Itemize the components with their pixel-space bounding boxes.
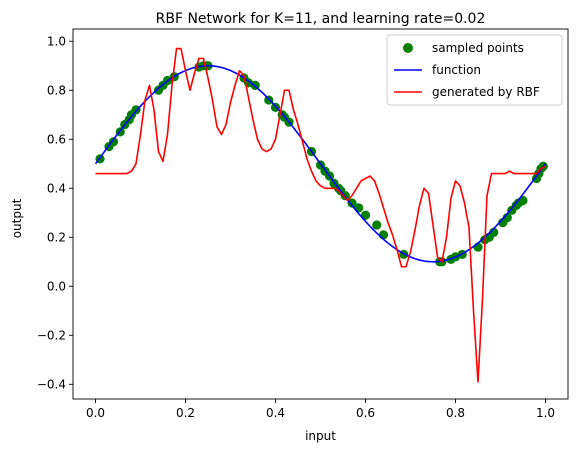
legend-label-sampled-points: sampled points xyxy=(432,41,524,55)
legend-label-generated-by-rbf: generated by RBF xyxy=(432,85,540,99)
rbf-line xyxy=(95,47,546,383)
y-axis-label: output xyxy=(10,198,24,238)
sampled-point xyxy=(360,210,371,220)
y-tick-label: 1.0 xyxy=(47,34,66,48)
y-tick-label: 0.6 xyxy=(47,132,66,146)
x-axis-label: input xyxy=(305,429,336,443)
plot-area xyxy=(94,47,548,383)
legend-label-function: function xyxy=(432,63,481,77)
x-tick-label: 0.6 xyxy=(356,406,375,420)
legend-frame xyxy=(386,34,563,106)
chart-title: RBF Network for K=11, and learning rate=… xyxy=(156,11,486,27)
y-tick-label: 0.4 xyxy=(47,181,66,195)
sampled-point xyxy=(372,220,382,230)
sampled-point xyxy=(378,230,389,240)
sampled-point xyxy=(108,137,119,147)
sampled-point xyxy=(347,198,357,208)
y-tick-label: 0.8 xyxy=(47,83,66,97)
y-tick-label: −0.2 xyxy=(37,328,66,342)
y-tick-label: −0.4 xyxy=(37,377,66,391)
x-tick-label: 1.0 xyxy=(536,406,555,420)
legend: sampled points function generated by RBF xyxy=(386,34,563,106)
x-tick-label: 0.4 xyxy=(266,406,285,420)
x-tick-label: 0.2 xyxy=(176,406,195,420)
y-tick-label: 0.2 xyxy=(47,230,66,244)
sampled-point xyxy=(354,203,364,213)
y-tick-label: 0.0 xyxy=(47,279,66,293)
x-tick-label: 0.8 xyxy=(446,406,465,420)
plot-frame xyxy=(72,28,569,400)
legend-marker-sampled-points xyxy=(403,43,413,53)
x-tick-label: 0.0 xyxy=(86,406,105,420)
axis-ticks: 0.0 0.2 0.4 0.6 0.8 1.0 −0.4 −0.2 0.0 0.2 0.4 0.6 0.… xyxy=(37,34,555,420)
